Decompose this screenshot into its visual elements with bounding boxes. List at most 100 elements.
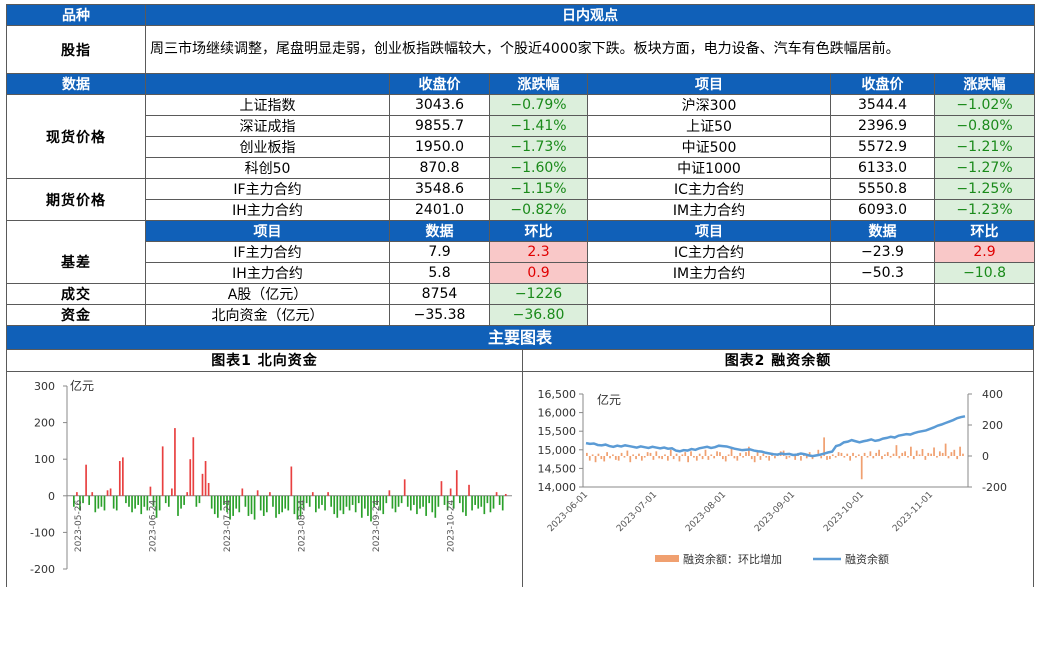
chart1-bar <box>143 495 146 507</box>
chart2-bar <box>895 445 898 456</box>
chart2-bar <box>927 452 930 456</box>
chart1-bar <box>106 490 109 496</box>
chart1-x-tick-label: 2023-07-24 <box>223 500 233 553</box>
chart2-bar <box>921 449 924 456</box>
chart2-bar <box>687 456 689 463</box>
chart2-bar <box>834 456 837 458</box>
spot-row-name2: 沪深300 <box>587 94 831 116</box>
chart1-bar <box>504 493 507 496</box>
chart2-bar <box>721 456 724 460</box>
chart1-bar <box>339 495 342 511</box>
chart1-bar <box>449 488 452 496</box>
chart1-y-tick-label: 0 <box>48 490 55 503</box>
chart2-bar <box>774 456 776 459</box>
chart1-bar <box>406 495 409 507</box>
chart2-right-tick-label: 0 <box>982 450 989 463</box>
chart1-bar <box>180 495 182 509</box>
chart1-bar <box>223 495 225 505</box>
chart2-legend-bar-label: 融资余额：环比增加 <box>683 552 782 566</box>
chart1-x-tick-label: 2023-05-26 <box>74 500 84 553</box>
chart1-bar <box>238 495 241 513</box>
chart1-bar <box>88 495 91 505</box>
chart1-bar <box>446 495 449 511</box>
chart2-bar <box>614 456 617 460</box>
chart1-bar <box>290 466 293 496</box>
chart1-bar <box>183 495 185 505</box>
spot-row-change2: −1.27% <box>933 157 1036 179</box>
chart1-y-tick-label: 100 <box>34 453 55 466</box>
chart1-bar <box>177 495 179 516</box>
chart1-bar <box>305 495 308 504</box>
chart2-bar <box>811 456 814 460</box>
chart2-bar <box>956 456 959 460</box>
chart1-bar <box>174 428 176 496</box>
basis-row-name: IF主力合约 <box>145 241 390 263</box>
chart1-y-tick-label: -200 <box>30 563 55 576</box>
chart2-x-tick-label: 2023-09-01 <box>753 490 797 534</box>
chart2-bar <box>597 453 600 456</box>
chart1-bar <box>244 495 247 507</box>
spot-row-change: −1.73% <box>489 136 588 158</box>
chart1-bar <box>324 495 326 511</box>
chart2-x-tick-label: 2023-10-01 <box>822 490 866 534</box>
volume-name: A股（亿元） <box>145 283 390 305</box>
chart2-bar <box>606 452 608 456</box>
chart2-bar <box>907 456 909 458</box>
chart1-bar <box>247 495 250 516</box>
chart1-bar <box>128 495 130 507</box>
chart1-bar <box>501 495 504 511</box>
capital-label: 资金 <box>6 304 146 326</box>
capital-mom: −36.80 <box>489 304 588 326</box>
chart2-bar <box>820 456 823 459</box>
chart1-bar <box>204 461 207 496</box>
chart1-bar <box>164 495 167 504</box>
chart1-y-tick-label: 300 <box>34 380 55 393</box>
data-header-close2: 收盘价 <box>830 73 935 95</box>
chart1-bar <box>76 492 78 496</box>
chart2-bar <box>872 456 875 459</box>
chart2-bar <box>609 456 611 459</box>
chart1-bar <box>367 495 369 516</box>
chart2-bar <box>944 443 947 456</box>
basis-row-mom2: 2.9 <box>933 241 1036 263</box>
chart2-bar <box>886 452 889 456</box>
chart2-bar <box>603 456 606 462</box>
sub-header-data2: 数据 <box>830 220 935 242</box>
chart1-bar <box>360 495 363 518</box>
chart1-bar <box>79 495 81 511</box>
chart1-bar <box>216 495 219 518</box>
chart1-bar <box>269 492 271 496</box>
chart1-bar <box>370 495 372 522</box>
spot-price-label: 现货价格 <box>6 94 146 179</box>
chart2-bar <box>953 449 956 456</box>
chart1-bar <box>373 495 375 507</box>
chart1-bar <box>275 495 277 518</box>
chart1-bar <box>91 492 94 496</box>
chart2-bar <box>612 454 614 456</box>
chart1-bar <box>483 495 486 515</box>
chart1-bar <box>455 470 458 496</box>
chart2-left-tick-label: 16,000 <box>538 407 577 420</box>
chart1-bar <box>382 495 385 515</box>
chart2-bar <box>898 456 901 459</box>
chart2-bar <box>742 456 744 458</box>
sub-header-mom2: 环比 <box>933 220 1036 242</box>
spot-row-name: 科创50 <box>145 157 390 179</box>
chart1-bar <box>471 495 473 511</box>
chart2-bar <box>941 452 944 456</box>
chart2-bar <box>667 456 669 461</box>
spot-row-change: −0.79% <box>489 94 588 116</box>
chart1-bar <box>253 495 256 520</box>
chart2-left-tick-label: 16,500 <box>538 388 577 401</box>
chart2-bar <box>695 456 698 461</box>
volume-value: 8754 <box>389 283 490 305</box>
futures-row-close: 3548.6 <box>389 178 490 200</box>
chart1-bar <box>125 495 127 504</box>
chart1-bar <box>112 495 115 509</box>
chart2-bar <box>649 452 652 456</box>
chart1-bar <box>232 495 234 516</box>
basis-row-mom: 0.9 <box>489 262 588 284</box>
spot-row-change: −1.41% <box>489 115 588 137</box>
chart2-bar <box>794 456 797 460</box>
chart1-bar <box>440 481 443 496</box>
